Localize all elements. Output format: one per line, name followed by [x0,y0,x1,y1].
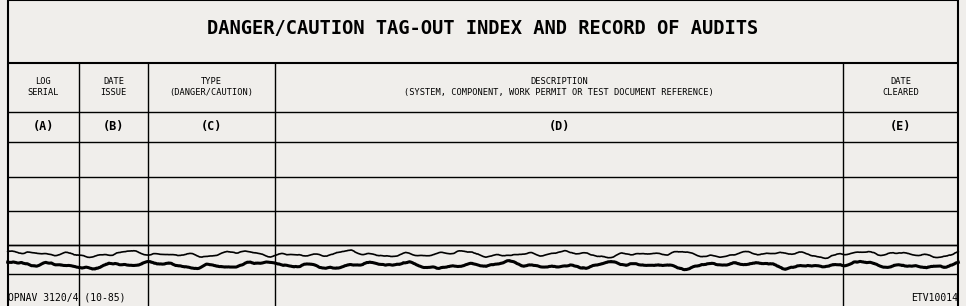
Text: TYPE
(DANGER/CAUTION): TYPE (DANGER/CAUTION) [170,77,253,97]
Text: (A): (A) [33,121,54,133]
Text: (B): (B) [102,121,125,133]
Text: OPNAV 3120/4 (10-85): OPNAV 3120/4 (10-85) [8,293,126,303]
Text: (D): (D) [549,121,570,133]
Text: DESCRIPTION
(SYSTEM, COMPONENT, WORK PERMIT OR TEST DOCUMENT REFERENCE): DESCRIPTION (SYSTEM, COMPONENT, WORK PER… [405,77,714,97]
Text: (E): (E) [890,121,912,133]
Text: LOG
SERIAL: LOG SERIAL [28,77,59,97]
Text: DATE
CLEARED: DATE CLEARED [882,77,920,97]
Text: (C): (C) [201,121,222,133]
Text: ETV10014: ETV10014 [911,293,958,303]
Text: DATE
ISSUE: DATE ISSUE [100,77,127,97]
Text: DANGER/CAUTION TAG-OUT INDEX AND RECORD OF AUDITS: DANGER/CAUTION TAG-OUT INDEX AND RECORD … [208,19,758,38]
